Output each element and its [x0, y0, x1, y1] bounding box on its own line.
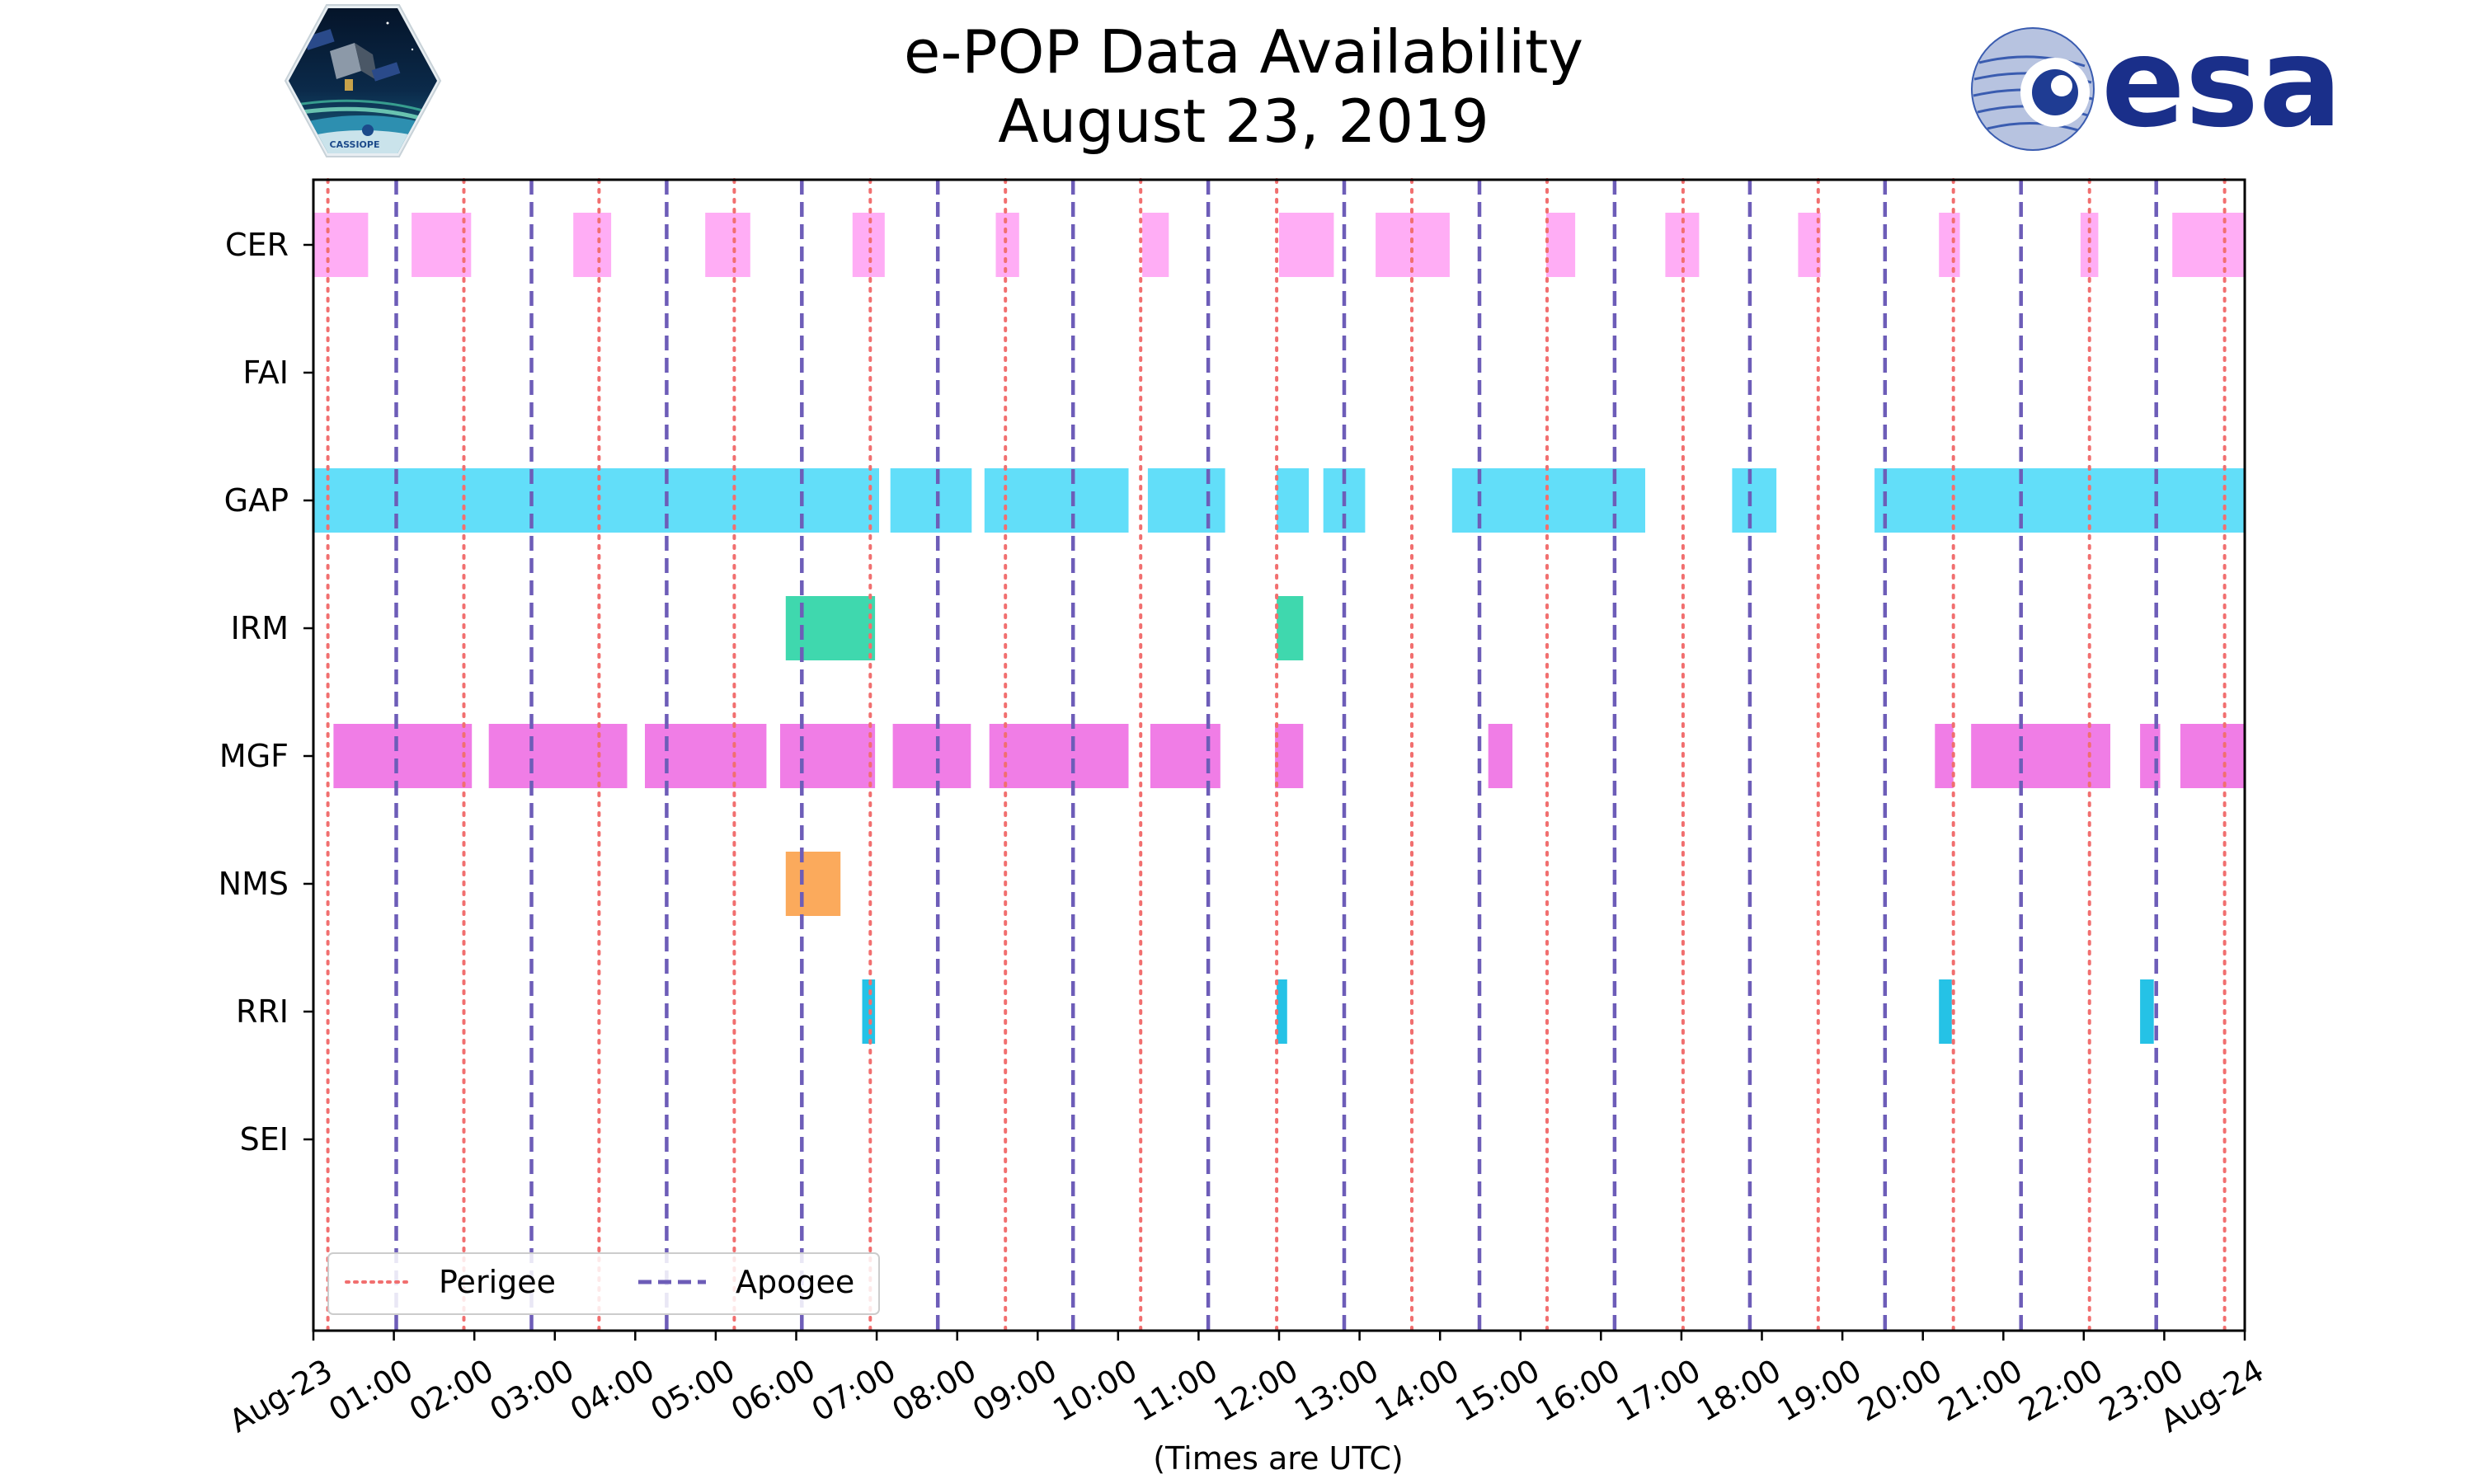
esa-globe-icon: [1971, 27, 2095, 151]
bar-mgf-1: [488, 724, 628, 788]
satellite-icon: [303, 29, 401, 91]
y-tick-label-cer: CER: [225, 227, 289, 263]
x-tick-label-9: 09:00: [967, 1352, 1063, 1429]
x-tick-label-19: 19:00: [1771, 1352, 1868, 1429]
bar-mgf-11: [2140, 724, 2161, 788]
bar-cer-3: [705, 213, 750, 277]
bar-cer-1: [412, 213, 472, 277]
x-tick-label-22: 22:00: [2012, 1352, 2109, 1429]
chart-title: e-POP Data Availability: [904, 17, 1583, 87]
x-tick-label-6: 06:00: [725, 1352, 821, 1429]
x-tick-label-15: 15:00: [1449, 1352, 1545, 1429]
bar-cer-7: [1279, 213, 1334, 277]
bar-cer-6: [1142, 213, 1169, 277]
bar-gap-1: [890, 468, 972, 533]
bar-mgf-0: [333, 724, 473, 788]
y-tick-label-fai: FAI: [242, 355, 289, 391]
y-tick-label-sei: SEI: [240, 1121, 289, 1158]
y-axis: CER FAI GAP IRM MGF NMS RRI SEI: [219, 227, 313, 1158]
x-axis-caption: (Times are UTC): [1153, 1440, 1403, 1477]
plot-area: CER FAI GAP IRM MGF NMS RRI SEI Aug-2301:0002:0…: [219, 178, 2270, 1477]
x-tick-label-7: 07:00: [806, 1352, 902, 1429]
bar-cer-2: [573, 213, 612, 277]
bar-rri-1: [1277, 979, 1287, 1044]
x-tick-label-11: 11:00: [1127, 1352, 1224, 1429]
x-tick-label-20: 20:00: [1851, 1352, 1948, 1429]
x-tick-label-18: 18:00: [1691, 1352, 1787, 1429]
bar-cer-12: [1939, 213, 1960, 277]
bar-cer-11: [1798, 213, 1821, 277]
y-tick-label-rri: RRI: [236, 993, 289, 1030]
x-tick-label-2: 02:00: [403, 1352, 500, 1429]
x-tick-label-13: 13:00: [1288, 1352, 1385, 1429]
bar-mgf-5: [989, 724, 1129, 788]
esa-wordmark: esa: [2101, 12, 2342, 155]
x-tick-label-12: 12:00: [1208, 1352, 1305, 1429]
esa-logo: esa: [1971, 12, 2342, 155]
legend-frame: [327, 1252, 880, 1315]
bar-mgf-3: [780, 724, 876, 788]
bar-mgf-9: [1935, 724, 1954, 788]
bar-cer-4: [852, 213, 885, 277]
bar-mgf-6: [1150, 724, 1221, 788]
bar-cer-5: [995, 213, 1019, 277]
bar-mgf-4: [892, 724, 971, 788]
legend-apogee-label: Apogee: [736, 1264, 854, 1300]
x-tick-label-1: 01:00: [322, 1352, 419, 1429]
bar-gap-2: [984, 468, 1129, 533]
x-tick-label-4: 04:00: [564, 1352, 661, 1429]
bar-gap-7: [1732, 468, 1777, 533]
legend-perigee-label: Perigee: [439, 1264, 556, 1300]
bar-rri-2: [1939, 979, 1952, 1044]
bar-gap-3: [1147, 468, 1225, 533]
bar-cer-10: [1665, 213, 1700, 277]
x-tick-label-8: 08:00: [886, 1352, 982, 1429]
y-tick-label-irm: IRM: [231, 610, 289, 646]
bar-cer-9: [1546, 213, 1576, 277]
x-axis: Aug-2301:0002:0003:0004:0005:0006:0007:0…: [223, 1331, 2270, 1439]
bar-mgf-10: [1971, 724, 2110, 788]
bar-cer-13: [2080, 213, 2099, 277]
y-tick-label-nms: NMS: [219, 866, 289, 902]
x-tick-label-17: 17:00: [1611, 1352, 1707, 1429]
bar-gap-4: [1277, 468, 1310, 533]
x-tick-label-10: 10:00: [1047, 1352, 1143, 1429]
bar-irm-1: [1277, 596, 1304, 660]
x-tick-label-21: 21:00: [1932, 1352, 2029, 1429]
orbit-lines: [326, 178, 2227, 1332]
cassiope-label: CASSIOPE: [330, 139, 380, 150]
legend: Perigee Apogee: [327, 1252, 880, 1315]
chart-subtitle: August 23, 2019: [998, 87, 1489, 156]
bar-rri-3: [2140, 979, 2154, 1044]
bar-cer-0: [313, 213, 369, 277]
bar-irm-0: [785, 596, 876, 660]
bar-cer-14: [2172, 213, 2245, 277]
bar-mgf-7: [1275, 724, 1304, 788]
bar-cer-8: [1376, 213, 1450, 277]
x-tick-label-5: 05:00: [645, 1352, 741, 1429]
y-tick-label-mgf: MGF: [219, 738, 289, 774]
x-tick-label-0: Aug-23: [223, 1352, 338, 1439]
bar-mgf-12: [2180, 724, 2245, 788]
bar-gap-8: [1874, 468, 2245, 533]
x-tick-label-16: 16:00: [1530, 1352, 1626, 1429]
bar-mgf-2: [645, 724, 767, 788]
bar-gap-0: [313, 468, 879, 533]
y-tick-label-gap: GAP: [224, 482, 289, 519]
bar-nms-0: [785, 852, 841, 916]
x-tick-label-14: 14:00: [1369, 1352, 1465, 1429]
x-tick-label-3: 03:00: [483, 1352, 580, 1429]
bar-mgf-8: [1488, 724, 1512, 788]
